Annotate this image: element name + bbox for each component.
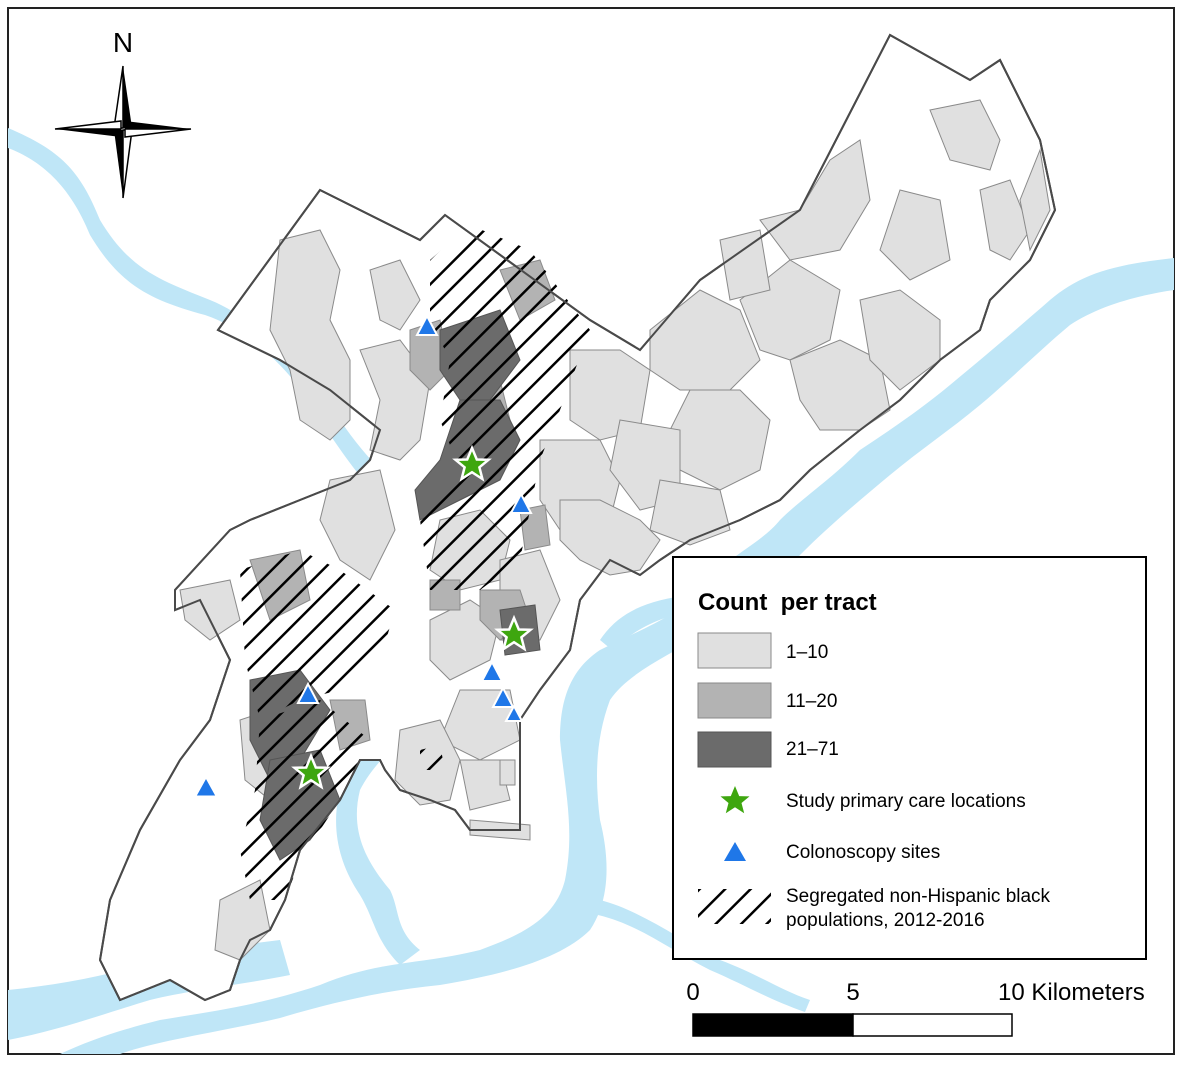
primary-care-marker: [291, 752, 331, 790]
legend-label-mid: 11–20: [786, 691, 837, 712]
legend-swatch-high: [697, 731, 772, 768]
legend-label-segregated-2: populations, 2012-2016: [786, 910, 985, 931]
colonoscopy-site-marker: [296, 681, 320, 704]
colonoscopy-site-marker: [480, 659, 504, 682]
colonoscopy-site-marker: [509, 491, 533, 514]
legend-label-low: 1–10: [786, 642, 828, 663]
colonoscopy-site-marker: [415, 313, 439, 336]
legend-title: Count per tract: [698, 589, 877, 616]
legend-triangle-icon: [724, 842, 746, 861]
scale-tick-5: 5: [846, 979, 859, 1006]
legend-star-icon: [720, 786, 750, 814]
city-boundary-outline: [98, 33, 1057, 1002]
colonoscopy-site-marker: [195, 776, 217, 797]
legend-label-high: 21–71: [786, 739, 839, 760]
legend: Count per tract 1–10 11–20 21–71 Study p…: [672, 556, 1147, 960]
colonoscopy-site-marker: [491, 685, 515, 708]
delaware-river: [60, 258, 1174, 1054]
primary-care-marker: [452, 444, 492, 482]
colonoscopy-sites: [195, 313, 533, 797]
segregated-areas: [240, 225, 590, 900]
scale-bar: 0 5 10 Kilometers: [686, 979, 1145, 1037]
colonoscopy-site-marker: [504, 703, 524, 722]
north-label: N: [113, 27, 133, 58]
legend-label-colonoscopy: Colonoscopy sites: [786, 842, 940, 863]
scale-bar-white: [852, 1013, 1013, 1037]
primary-care-locations: [291, 444, 534, 790]
scale-tick-0: 0: [686, 979, 699, 1006]
legend-swatch-low: [697, 632, 772, 669]
primary-care-marker: [494, 614, 534, 652]
scale-tick-10: 10 Kilometers: [998, 979, 1145, 1006]
legend-label-primary-care: Study primary care locations: [786, 791, 1026, 812]
legend-swatch-mid: [697, 682, 772, 719]
legend-label-segregated-1: Segregated non-Hispanic black: [786, 886, 1051, 907]
north-arrow-icon: N: [54, 27, 192, 199]
legend-hatch-swatch: [698, 889, 771, 924]
scale-bar-black: [692, 1013, 854, 1037]
